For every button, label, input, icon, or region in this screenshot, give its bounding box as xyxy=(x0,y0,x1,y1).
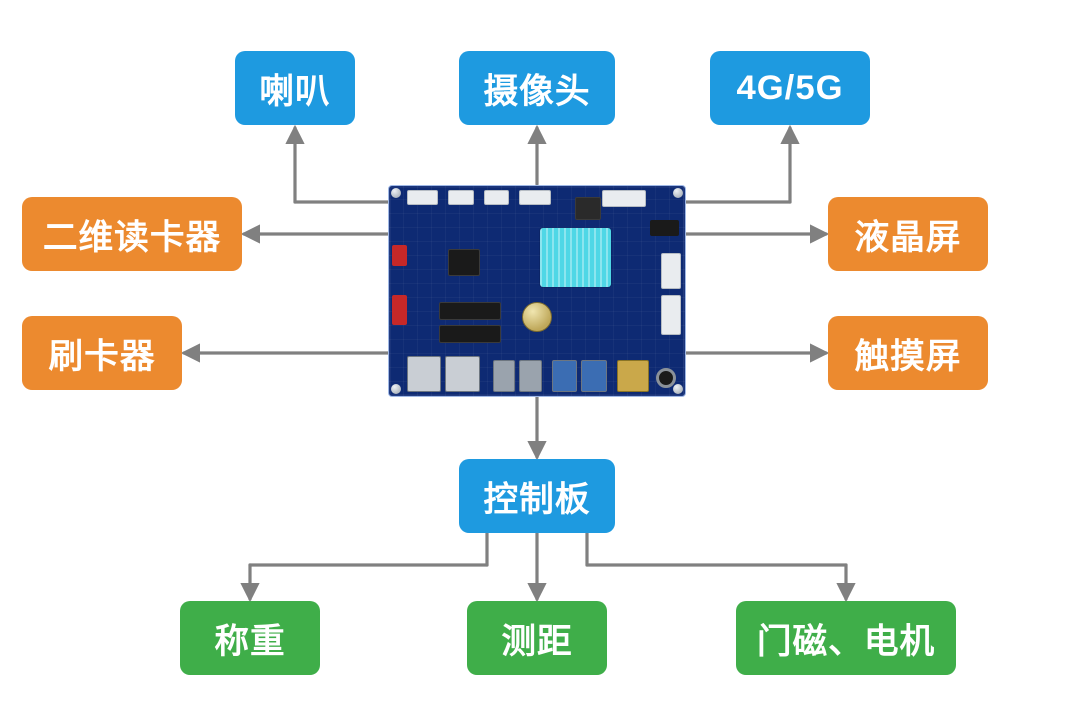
center-board-image xyxy=(388,185,684,395)
node-net45g: 4G/5G xyxy=(710,51,870,125)
node-camera: 摄像头 xyxy=(459,51,615,125)
node-lcd: 液晶屏 xyxy=(828,197,988,271)
node-card_reader: 刷卡器 xyxy=(22,316,182,390)
node-weigh: 称重 xyxy=(180,601,320,675)
node-qr_reader: 二维读卡器 xyxy=(22,197,242,271)
node-touch: 触摸屏 xyxy=(828,316,988,390)
node-speaker: 喇叭 xyxy=(235,51,355,125)
node-door_motor: 门磁、电机 xyxy=(736,601,956,675)
node-distance: 测距 xyxy=(467,601,607,675)
node-ctrl: 控制板 xyxy=(459,459,615,533)
